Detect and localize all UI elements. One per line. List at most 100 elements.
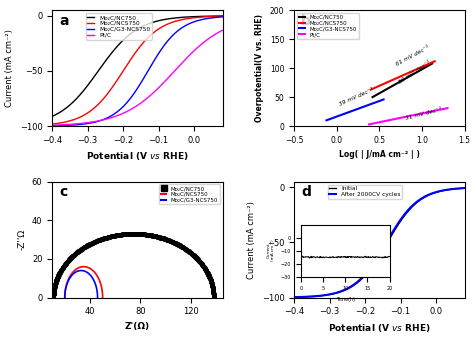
After 2000CV cycles xyxy=(291,295,297,299)
Mo₂C/NCS750 xyxy=(81,265,87,269)
Y-axis label: -Z''Ω: -Z''Ω xyxy=(17,229,26,250)
Mo₂C/G3-NCS750 xyxy=(78,268,84,273)
Mo₂C/NCS750 xyxy=(74,267,80,271)
Pt/C xyxy=(49,123,55,127)
Mo₂C/NC750 xyxy=(131,232,137,236)
Line: Mo₂C/G3-NCS750: Mo₂C/G3-NCS750 xyxy=(52,17,223,126)
Text: a: a xyxy=(59,14,68,28)
After 2000CV cycles xyxy=(392,225,398,229)
Mo₂C/G3-NCS750 xyxy=(151,60,156,64)
Initial xyxy=(373,259,379,263)
Mo₂C/NC750 xyxy=(54,278,59,282)
After 2000CV cycles xyxy=(383,240,389,245)
After 2000CV cycles xyxy=(373,258,379,262)
Text: b: b xyxy=(301,14,311,28)
Initial xyxy=(431,191,437,195)
Line: Mo₂C/G3-NCS750: Mo₂C/G3-NCS750 xyxy=(65,271,98,298)
Line: Initial: Initial xyxy=(294,188,465,297)
X-axis label: Log( | J/mA cm⁻² | ): Log( | J/mA cm⁻² | ) xyxy=(339,150,420,159)
Legend: Mo₂C/NC750, Mo₂C/NCS750, Mo₂C/G3-NCS750: Mo₂C/NC750, Mo₂C/NCS750, Mo₂C/G3-NCS750 xyxy=(159,184,220,205)
Mo₂C/NC750 xyxy=(131,29,137,33)
Pt/C xyxy=(131,105,137,109)
Text: 80 mV dec⁻¹: 80 mV dec⁻¹ xyxy=(398,60,432,85)
Initial xyxy=(383,242,389,247)
Mo₂C/NC750 xyxy=(102,236,108,240)
Mo₂C/G3-NCS750 xyxy=(189,21,195,25)
Mo₂C/NC750 xyxy=(216,14,221,18)
Pt/C xyxy=(130,106,136,110)
Mo₂C/NC750 xyxy=(106,235,112,239)
Mo₂C/NCS750 xyxy=(189,16,195,20)
Line: Mo₂C/NC750: Mo₂C/NC750 xyxy=(52,16,223,116)
Line: Mo₂C/NCS750: Mo₂C/NCS750 xyxy=(65,267,103,298)
Mo₂C/G3-NCS750 xyxy=(73,270,78,274)
Mo₂C/G3-NCS750 xyxy=(220,15,226,19)
Mo₂C/G3-NCS750 xyxy=(142,75,147,79)
After 2000CV cycles xyxy=(372,259,378,263)
Text: d: d xyxy=(301,185,311,199)
Pt/C xyxy=(216,30,221,35)
Legend: Mo₂C/NC750, Mo₂C/NCS750, Mo₂C/G3-NCS750, Pt/C: Mo₂C/NC750, Mo₂C/NCS750, Mo₂C/G3-NCS750,… xyxy=(86,13,152,40)
Mo₂C/G3-NCS750 xyxy=(95,295,100,300)
Mo₂C/NC750 xyxy=(211,295,217,300)
Legend: Mo₂C/NC750, Mo₂C/NCS750, Mo₂C/G3-NCS750, Pt/C: Mo₂C/NC750, Mo₂C/NCS750, Mo₂C/G3-NCS750,… xyxy=(297,13,359,39)
Mo₂C/NCS750 xyxy=(100,295,106,300)
Mo₂C/NC750 xyxy=(130,30,136,34)
Mo₂C/NCS750 xyxy=(151,30,156,35)
Mo₂C/NC750 xyxy=(49,114,55,118)
Mo₂C/NC750 xyxy=(51,295,56,300)
Mo₂C/NCS750 xyxy=(62,295,68,300)
Mo₂C/NCS750 xyxy=(75,266,81,270)
Line: Pt/C: Pt/C xyxy=(52,30,223,125)
Mo₂C/NC750 xyxy=(151,20,156,24)
Mo₂C/G3-NCS750 xyxy=(73,270,79,274)
Mo₂C/G3-NCS750 xyxy=(73,269,79,274)
Text: 31 mV dec⁻¹: 31 mV dec⁻¹ xyxy=(405,107,442,121)
Mo₂C/NCS750 xyxy=(75,266,81,270)
Pt/C xyxy=(151,91,156,95)
Mo₂C/G3-NCS750 xyxy=(63,288,68,292)
Text: c: c xyxy=(59,185,67,199)
Line: After 2000CV cycles: After 2000CV cycles xyxy=(294,188,465,297)
Y-axis label: Current (mA cm⁻²): Current (mA cm⁻²) xyxy=(247,201,256,278)
Initial xyxy=(457,186,463,190)
Initial xyxy=(462,186,467,190)
After 2000CV cycles xyxy=(431,191,437,195)
Mo₂C/NC750 xyxy=(189,15,195,19)
Text: 39 mV dec⁻¹: 39 mV dec⁻¹ xyxy=(338,87,374,107)
Pt/C xyxy=(220,28,226,32)
Mo₂C/G3-NCS750 xyxy=(62,295,68,300)
Y-axis label: Overpotential(V vs. RHE): Overpotential(V vs. RHE) xyxy=(255,14,264,122)
Legend: Initial, After 2000CV cycles: Initial, After 2000CV cycles xyxy=(328,185,402,199)
Mo₂C/NC750 xyxy=(211,295,217,299)
Mo₂C/G3-NCS750 xyxy=(49,124,55,128)
Mo₂C/NCS750 xyxy=(64,281,70,285)
Pt/C xyxy=(142,98,147,103)
Mo₂C/G3-NCS750 xyxy=(216,15,221,19)
Line: Mo₂C/NC750: Mo₂C/NC750 xyxy=(52,232,216,299)
X-axis label: Potential (V $\it{vs}$ RHE): Potential (V $\it{vs}$ RHE) xyxy=(86,150,189,162)
Mo₂C/NCS750 xyxy=(100,295,106,299)
Mo₂C/NC750 xyxy=(107,235,113,239)
Mo₂C/G3-NCS750 xyxy=(95,295,100,299)
Initial xyxy=(372,261,378,265)
Mo₂C/NCS750 xyxy=(130,54,136,58)
Mo₂C/NC750 xyxy=(220,14,226,18)
Mo₂C/NCS750 xyxy=(142,39,147,43)
Mo₂C/NCS750 xyxy=(49,122,55,126)
Initial xyxy=(291,295,297,299)
Pt/C xyxy=(189,51,195,55)
After 2000CV cycles xyxy=(462,186,467,190)
Initial xyxy=(392,227,398,231)
Mo₂C/NC750 xyxy=(142,24,147,28)
X-axis label: Z'(Ω): Z'(Ω) xyxy=(125,322,150,331)
Line: Mo₂C/NCS750: Mo₂C/NCS750 xyxy=(52,16,223,124)
Mo₂C/NCS750 xyxy=(63,287,68,291)
Mo₂C/NCS750 xyxy=(131,52,137,56)
Mo₂C/G3-NCS750 xyxy=(130,93,136,97)
Mo₂C/NC750 xyxy=(60,266,65,270)
Mo₂C/G3-NCS750 xyxy=(64,283,70,287)
Mo₂C/NCS750 xyxy=(220,14,226,18)
Mo₂C/NCS750 xyxy=(216,14,221,18)
X-axis label: Potential (V $\it{vs}$ RHE): Potential (V $\it{vs}$ RHE) xyxy=(328,322,430,334)
